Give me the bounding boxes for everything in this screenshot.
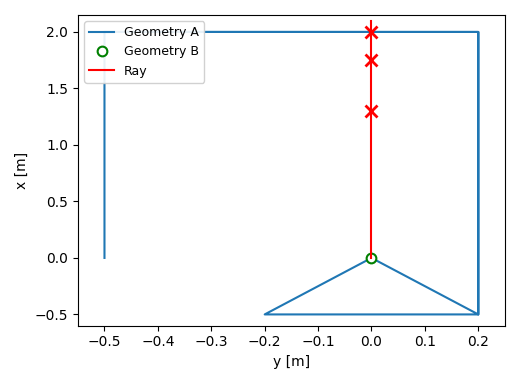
- Legend: Geometry A, Geometry B, Ray: Geometry A, Geometry B, Ray: [84, 21, 204, 83]
- Geometry A: [262, 312, 268, 317]
- Y-axis label: x [m]: x [m]: [15, 152, 29, 189]
- Geometry A: [475, 312, 482, 317]
- Line: Geometry A: Geometry A: [105, 32, 478, 314]
- Ray: [368, 18, 374, 23]
- Geometry A: [101, 30, 108, 34]
- Geometry A: [475, 312, 482, 317]
- Geometry A: [475, 142, 482, 147]
- Geometry A: [101, 30, 108, 34]
- Ray: [368, 256, 374, 260]
- Geometry A: [101, 256, 108, 260]
- Geometry A: [475, 30, 482, 34]
- Geometry A: [368, 256, 374, 260]
- Geometry A: [475, 30, 482, 34]
- X-axis label: y [m]: y [m]: [273, 355, 310, 369]
